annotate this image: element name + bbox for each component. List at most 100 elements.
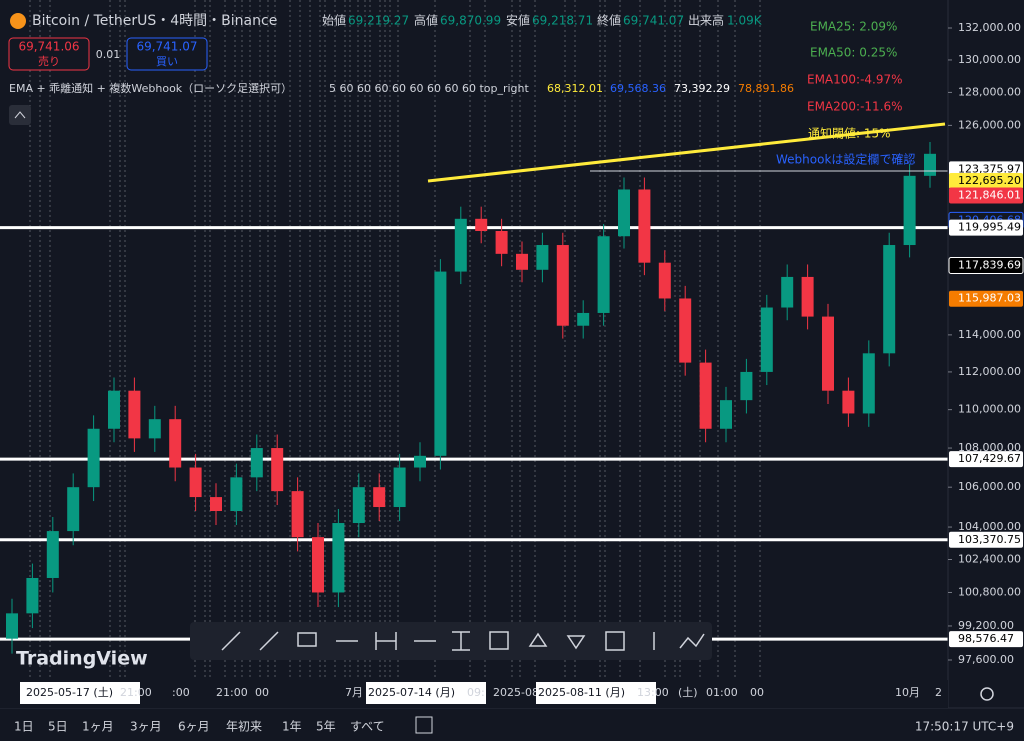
range-button[interactable]: 1日: [14, 720, 34, 734]
candle-body: [618, 189, 630, 237]
close-label: 終値: [597, 13, 621, 28]
range-bar: 1日 5日 1ヶ月 3ヶ月 6ヶ月 年初来 1年 5年 すべて: [14, 720, 385, 734]
price-tag-label: 103,370.75: [958, 533, 1021, 546]
x-tick-label: 7月: [345, 686, 363, 699]
y-tick-label: 126,000.00: [958, 118, 1021, 131]
candle-body: [822, 316, 834, 391]
y-tick-label: 100,800.00: [958, 585, 1021, 598]
high-label: 高値: [414, 13, 438, 28]
candle-body: [332, 523, 345, 593]
candle-body: [679, 298, 692, 363]
sell-price: 69,741.06: [18, 40, 79, 54]
y-tick-label: 106,000.00: [958, 480, 1021, 493]
tool-brush[interactable]: [221, 631, 241, 651]
indicator-value: 73,392.29: [674, 82, 730, 95]
range-button[interactable]: 5年: [316, 720, 336, 734]
tool-line[interactable]: [259, 631, 279, 651]
candle-body: [312, 537, 324, 593]
tool-callout[interactable]: [297, 632, 317, 647]
price-tag: [949, 219, 1023, 236]
price-tag: [949, 290, 1023, 307]
y-tick-label: 114,000.00: [958, 328, 1021, 341]
y-tick-label: 99,200.00: [958, 619, 1014, 632]
range-button[interactable]: 1年: [282, 720, 302, 734]
tool-text[interactable]: [452, 631, 470, 651]
candle-body: [271, 448, 284, 492]
trend-line: [427, 122, 946, 183]
candle-body: [148, 419, 161, 439]
coin-icon: [10, 13, 26, 29]
y-tick-label: 102,400.00: [958, 553, 1021, 566]
range-button[interactable]: すべて: [350, 720, 385, 734]
candle-body: [883, 245, 896, 354]
tool-pattern[interactable]: [679, 633, 705, 649]
tool-rect[interactable]: [605, 631, 625, 651]
candle-body: [414, 455, 426, 468]
range-button[interactable]: 3ヶ月: [130, 720, 162, 734]
price-tag-label: 119,995.49: [958, 221, 1021, 234]
candle-body: [924, 153, 936, 176]
tool-down[interactable]: [566, 635, 586, 650]
candle-body: [169, 419, 182, 468]
x-tick-label: 2: [935, 686, 942, 699]
volume-value: 1.09K: [727, 14, 763, 28]
candle-body: [291, 491, 304, 538]
candle-body: [903, 175, 916, 246]
y-tick-label: 132,000.00: [958, 21, 1021, 34]
price-tag-label: 122,695.20: [958, 174, 1021, 187]
clock: 17:50:17 UTC+9: [915, 720, 1014, 734]
price-tag: [949, 173, 1023, 190]
close-value: 69,741.07: [623, 14, 684, 28]
volume-label: 出来高: [688, 13, 724, 28]
collapse-button[interactable]: [9, 105, 31, 125]
candle-body: [87, 428, 100, 488]
indicator-name: EMA + 乖離通知 + 複数Webhook（ローソク足選択可）: [9, 81, 292, 95]
panel-line: EMA100:-4.97%: [807, 73, 903, 87]
price-tag-label: 121,846.01: [958, 189, 1021, 202]
candle-body: [577, 312, 590, 326]
goto-date[interactable]: [415, 716, 433, 734]
x-tick-label: 00: [255, 686, 269, 699]
time-label-bg: [536, 682, 656, 704]
x-tick-label: 09:: [467, 686, 485, 699]
y-tick-label: 97,600.00: [958, 653, 1014, 666]
candle-body: [250, 448, 263, 478]
candle-body: [699, 362, 712, 429]
low-label: 安値: [506, 13, 530, 28]
candle-body: [352, 487, 365, 524]
panel-line: EMA200:-11.6%: [807, 100, 903, 114]
candle-body: [720, 400, 732, 429]
buy-button[interactable]: [126, 37, 208, 71]
candle-body: [842, 390, 855, 414]
open-label: 始値: [322, 13, 346, 28]
candle-body: [597, 236, 610, 313]
buy-price: 69,741.07: [136, 40, 197, 54]
time-label-bg: [366, 682, 486, 704]
candle-body: [26, 577, 39, 614]
range-button[interactable]: 1ヶ月: [82, 720, 114, 734]
bottom-bar: [0, 708, 1024, 741]
candle-body: [108, 390, 120, 429]
low-value: 69,218.71: [532, 14, 593, 28]
settings[interactable]: [980, 687, 994, 701]
range-button[interactable]: 5日: [48, 720, 68, 734]
panel-line: 通知閾値: 15%: [808, 126, 891, 141]
sell-button[interactable]: [8, 37, 90, 71]
range-button[interactable]: 年初来: [226, 720, 262, 734]
candle-body: [230, 477, 243, 512]
x-tick-label: 00: [750, 686, 764, 699]
tool-up[interactable]: [528, 632, 548, 647]
tool-range[interactable]: [375, 632, 397, 650]
tool-image[interactable]: [489, 631, 509, 650]
x-tick-label: 2025-05-17 (土): [26, 686, 113, 699]
candle-body: [454, 218, 467, 272]
panel-line: EMA50: 0.25%: [810, 46, 897, 60]
indicator-value: 69,568.36: [610, 82, 666, 95]
range-button[interactable]: 6ヶ月: [178, 720, 210, 734]
buy-label: 買い: [156, 55, 178, 68]
candle-body: [189, 467, 202, 498]
x-tick-label: 21:00: [120, 686, 152, 699]
